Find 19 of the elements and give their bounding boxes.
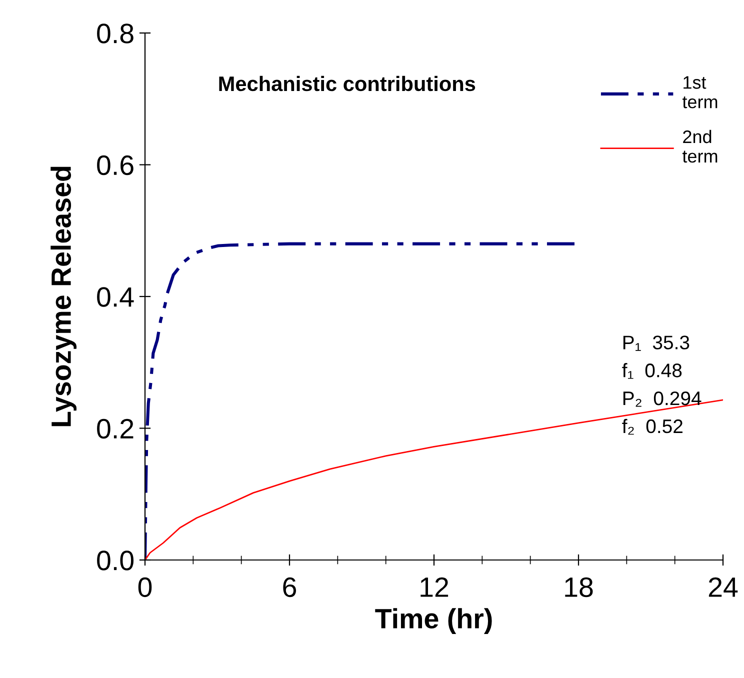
annotation: P₁ 35.3 xyxy=(623,336,690,351)
y-tick-label: 0.8 xyxy=(97,24,134,44)
legend-label: 2nd term xyxy=(682,130,718,163)
y-tick-label: 0.6 xyxy=(97,155,134,176)
x-axis-title: Time (hr) xyxy=(375,608,492,634)
annotation: Mechanistic contributions xyxy=(219,76,476,92)
y-tick-label: 0.2 xyxy=(97,418,134,439)
y-tick-label: 0.0 xyxy=(97,550,134,570)
y-tick-label: 0.4 xyxy=(97,287,134,307)
x-tick-label: 18 xyxy=(565,577,593,598)
legend-label: 1st term xyxy=(682,76,718,108)
annotation: f₂ 0.52 xyxy=(622,418,682,435)
annotation: P₂ 0.294 xyxy=(623,391,702,407)
annotation: f₁ 0.48 xyxy=(622,363,682,379)
x-tick-label: 24 xyxy=(708,577,738,597)
x-tick-label: 6 xyxy=(283,577,296,598)
x-tick-label: 12 xyxy=(420,577,448,597)
y-axis-title: Lysozyme Released xyxy=(50,166,77,426)
x-tick-label: 0 xyxy=(138,577,152,598)
